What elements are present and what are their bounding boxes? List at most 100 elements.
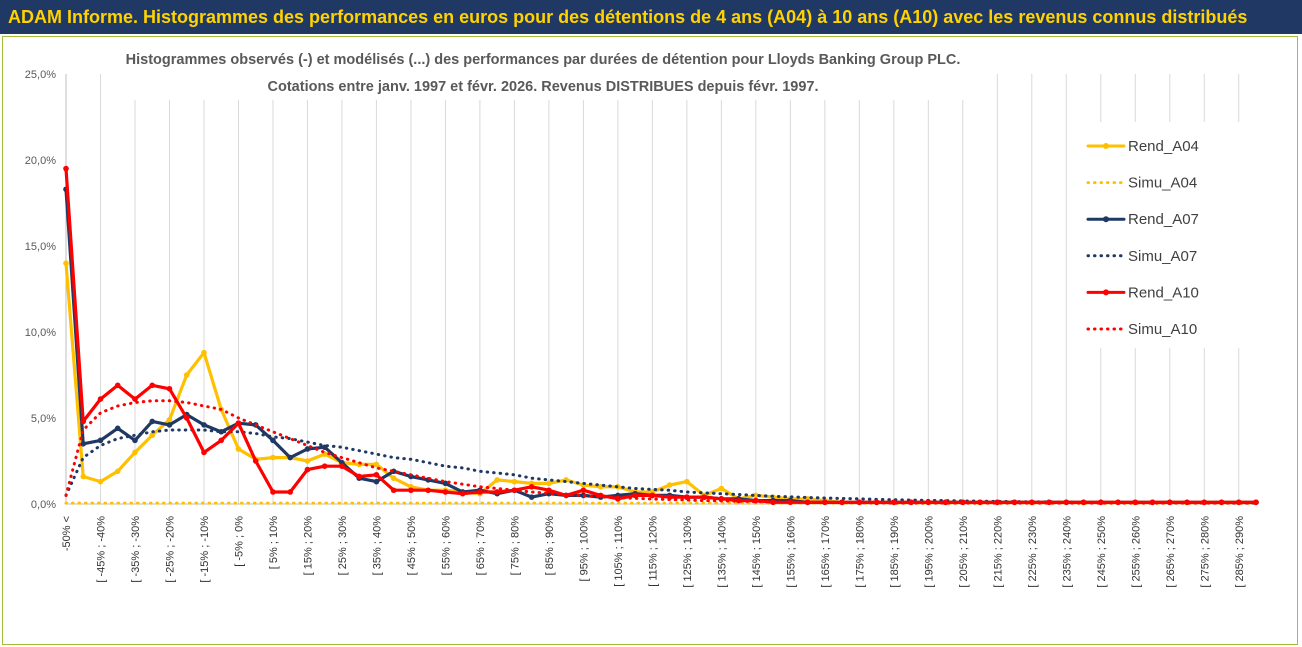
data-point-rend-a10 [97, 396, 104, 402]
legend-marker [1103, 216, 1109, 223]
data-point-rend-a07 [80, 441, 87, 447]
data-point-rend-a10 [339, 463, 345, 469]
x-tick-label: [ 235% ; 240% [1061, 516, 1073, 588]
data-point-rend-a07 [149, 418, 156, 425]
chart-series [63, 165, 1259, 506]
data-point-rend-a04 [166, 416, 173, 423]
data-point-rend-a04 [390, 475, 397, 482]
data-point-rend-a10 [80, 418, 87, 425]
data-point-rend-a10 [356, 473, 362, 480]
data-point-rend-a04 [183, 372, 190, 378]
data-point-rend-a10 [649, 492, 656, 499]
x-tick-label: [ 105% ; 110% [613, 516, 625, 587]
x-tick-label: [ 15% ; 20% [302, 516, 314, 576]
data-point-rend-a04 [114, 468, 121, 475]
legend-label: Simu_A10 [1128, 321, 1197, 338]
data-point-rend-a07 [97, 437, 104, 444]
data-point-rend-a10 [132, 396, 138, 402]
y-tick-label: 25,0% [25, 69, 56, 81]
data-point-rend-a10 [701, 494, 707, 500]
x-tick-label: [ 225% ; 230% [1027, 516, 1039, 588]
data-point-rend-a10 [408, 487, 414, 494]
data-point-rend-a10 [201, 449, 207, 456]
x-tick-label: [ -35% ; -30% [130, 516, 142, 583]
x-tick-label: [ 285% ; 290% [1234, 516, 1246, 588]
x-tick-label: [ 205% ; 210% [958, 516, 970, 588]
report-banner-title: ADAM Informe. Histogrammes des performan… [0, 0, 1302, 34]
data-point-rend-a10 [166, 385, 173, 392]
y-tick-label: 20,0% [25, 155, 56, 167]
data-point-rend-a07 [201, 422, 207, 428]
data-point-rend-a07 [287, 454, 294, 461]
data-point-rend-a10 [149, 382, 156, 389]
data-point-rend-a04 [304, 458, 311, 464]
data-point-rend-a04 [494, 477, 500, 483]
data-point-rend-a04 [80, 473, 87, 480]
data-point-rend-a07 [132, 437, 138, 444]
data-point-rend-a07 [270, 437, 276, 444]
data-point-rend-a04 [718, 485, 725, 492]
x-tick-label: [ 245% ; 250% [1096, 516, 1108, 588]
data-point-rend-a04 [684, 478, 690, 485]
x-tick-label: [ 185% ; 190% [889, 516, 901, 588]
data-point-rend-a07 [114, 425, 121, 432]
data-point-rend-a10 [287, 489, 294, 495]
data-point-rend-a10 [632, 492, 638, 499]
data-point-rend-a10 [684, 494, 690, 500]
x-tick-label: [ 85% ; 90% [544, 516, 556, 576]
data-point-rend-a04 [132, 449, 138, 456]
data-point-rend-a10 [218, 437, 225, 444]
data-point-rend-a10 [304, 466, 311, 473]
data-point-rend-a07 [528, 494, 535, 500]
x-tick-label: [ 255% ; 260% [1130, 516, 1142, 588]
y-tick-label: 10,0% [25, 327, 56, 339]
x-tick-label: [ -25% ; -20% [164, 516, 176, 583]
data-point-rend-a04 [63, 260, 69, 267]
data-point-rend-a07 [442, 480, 449, 487]
data-point-rend-a07 [373, 478, 380, 485]
legend-marker [1103, 289, 1109, 296]
data-point-rend-a10 [459, 490, 466, 497]
x-tick-label: [ -15% ; -10% [199, 516, 211, 583]
data-point-rend-a10 [270, 489, 276, 495]
series-line-simu-a10 [64, 399, 1258, 505]
data-point-rend-a10 [114, 382, 121, 389]
x-tick-label: [ 195% ; 200% [923, 516, 935, 588]
y-axis-tick-labels: 0,0% 5,0% 10,0% 15,0% 20,0% 25,0% [25, 69, 56, 511]
data-point-rend-a10 [442, 489, 449, 495]
chart-frame [2, 36, 1298, 645]
x-tick-label: [ 135% ; 140% [716, 516, 728, 588]
x-tick-label: [ 125% ; 130% [682, 516, 694, 588]
legend-label: Simu_A04 [1128, 175, 1197, 192]
chart-grid [65, 74, 1240, 504]
data-point-rend-a10 [580, 487, 587, 494]
data-point-rend-a10 [546, 487, 552, 494]
data-point-rend-a04 [546, 480, 552, 487]
series-line-simu-a07 [64, 428, 1258, 505]
x-tick-label: [ 45% ; 50% [406, 516, 418, 576]
x-tick-label: [ 95% ; 100% [578, 516, 590, 582]
data-point-rend-a10 [994, 499, 1001, 506]
data-point-rend-a04 [270, 454, 276, 461]
legend-label: Simu_A07 [1128, 248, 1197, 265]
x-tick-label: [ 55% ; 60% [440, 516, 452, 576]
x-tick-label: [ 165% ; 170% [820, 516, 832, 588]
data-point-rend-a10 [321, 463, 328, 469]
data-point-rend-a07 [304, 446, 311, 452]
data-point-rend-a10 [63, 165, 69, 172]
x-tick-label: [ 115% ; 120% [647, 516, 659, 587]
data-point-rend-a10 [425, 487, 431, 494]
data-point-rend-a04 [201, 349, 207, 356]
data-point-rend-a10 [252, 458, 259, 464]
data-point-rend-a04 [235, 446, 242, 452]
legend-label: Rend_A10 [1128, 284, 1199, 301]
data-point-rend-a10 [373, 471, 380, 478]
x-tick-label: -50% < [61, 516, 73, 551]
chart-legend: Rend_A04 Simu_A04 Rend_A07 Simu_A07 Rend_A10… [1076, 122, 1254, 348]
chart-title-background [128, 42, 966, 100]
x-tick-label: [ -45% ; -40% [95, 516, 107, 583]
data-point-rend-a07 [166, 422, 173, 428]
data-point-rend-a10 [183, 415, 190, 421]
x-tick-label: [ 275% ; 280% [1199, 516, 1211, 588]
x-tick-label: [ 65% ; 70% [475, 516, 487, 576]
